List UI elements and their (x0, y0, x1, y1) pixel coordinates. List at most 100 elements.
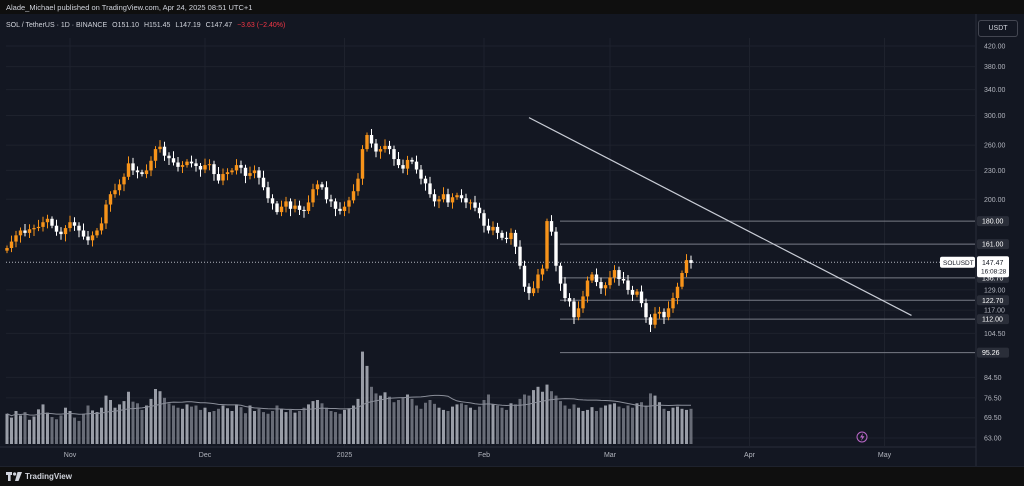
candle[interactable] (491, 221, 495, 236)
candle[interactable] (333, 198, 338, 217)
candle[interactable] (684, 254, 689, 278)
candle[interactable] (167, 152, 171, 165)
candle[interactable] (185, 159, 189, 168)
candle[interactable] (144, 164, 149, 179)
candle[interactable] (59, 227, 63, 240)
candle[interactable] (72, 217, 77, 231)
candle[interactable] (432, 189, 437, 207)
candle[interactable] (239, 160, 243, 174)
candle[interactable] (162, 141, 167, 161)
candle[interactable] (342, 201, 347, 217)
price-chart[interactable]: 420.00 380.00 340.00 300.00 260.00 230.00 200.… (0, 0, 1024, 466)
candle[interactable] (9, 235, 14, 253)
candle[interactable] (365, 132, 369, 152)
candle[interactable] (545, 218, 549, 272)
candle[interactable] (221, 168, 225, 186)
currency-button[interactable]: USDT (978, 20, 1018, 37)
candle[interactable] (531, 281, 536, 297)
candle[interactable] (527, 283, 531, 300)
candle[interactable] (554, 227, 558, 272)
candle[interactable] (32, 224, 36, 236)
candle[interactable] (315, 180, 320, 196)
candle[interactable] (446, 188, 450, 208)
candle[interactable] (68, 215, 72, 232)
candle[interactable] (275, 201, 279, 215)
candle[interactable] (482, 209, 486, 233)
candle[interactable] (657, 306, 662, 319)
candle[interactable] (41, 216, 45, 232)
candle[interactable] (248, 166, 252, 180)
candle[interactable] (509, 228, 513, 245)
candle[interactable] (356, 173, 360, 196)
candle[interactable] (117, 179, 122, 196)
candle[interactable] (198, 163, 203, 177)
candle[interactable] (108, 191, 113, 212)
candle[interactable] (590, 272, 594, 284)
candle[interactable] (441, 187, 446, 203)
candle[interactable] (662, 308, 666, 324)
candle[interactable] (405, 155, 410, 175)
candle[interactable] (27, 224, 32, 239)
candle[interactable] (549, 215, 554, 236)
candle[interactable] (680, 270, 684, 290)
candle[interactable] (45, 214, 50, 229)
candle[interactable] (113, 183, 117, 198)
candle[interactable] (383, 139, 387, 153)
candle[interactable] (558, 262, 563, 291)
candle[interactable] (288, 198, 293, 217)
candle[interactable] (63, 225, 68, 242)
trendline[interactable] (528, 117, 912, 316)
candle[interactable] (414, 155, 419, 174)
candle[interactable] (77, 222, 81, 238)
candle[interactable] (257, 166, 261, 185)
candle[interactable] (5, 245, 9, 254)
candle[interactable] (36, 219, 41, 232)
candle[interactable] (639, 285, 644, 308)
candle[interactable] (216, 167, 221, 184)
candle[interactable] (266, 181, 270, 203)
candle[interactable] (374, 139, 378, 158)
candle[interactable] (572, 297, 576, 324)
candle[interactable] (603, 282, 608, 296)
candle[interactable] (140, 169, 144, 177)
candle[interactable] (252, 165, 257, 179)
candle[interactable] (14, 230, 18, 248)
candle[interactable] (666, 301, 671, 321)
candle[interactable] (234, 159, 239, 175)
candle[interactable] (126, 156, 131, 180)
candle[interactable] (653, 307, 657, 329)
candle[interactable] (671, 292, 675, 313)
candle[interactable] (99, 217, 104, 235)
candle[interactable] (50, 216, 54, 229)
candle[interactable] (423, 175, 428, 191)
candle[interactable] (621, 271, 626, 284)
candle[interactable] (594, 268, 599, 287)
candle[interactable] (369, 129, 374, 148)
candle[interactable] (347, 196, 351, 214)
candle[interactable] (428, 176, 432, 198)
candle[interactable] (306, 195, 311, 215)
candle[interactable] (297, 200, 302, 216)
candle[interactable] (378, 146, 383, 159)
candle[interactable] (473, 195, 477, 212)
candle[interactable] (293, 199, 297, 213)
candle[interactable] (158, 140, 162, 153)
candle[interactable] (23, 223, 27, 237)
candle[interactable] (387, 140, 392, 155)
candle[interactable] (54, 219, 59, 236)
candle[interactable] (311, 183, 315, 208)
candle[interactable] (689, 255, 693, 269)
tradingview-logo[interactable]: TradingView (6, 471, 72, 482)
candle[interactable] (243, 164, 248, 184)
candle[interactable] (513, 229, 518, 254)
candle[interactable] (104, 200, 108, 230)
candle[interactable] (351, 184, 356, 204)
candle[interactable] (176, 156, 180, 172)
candle[interactable] (626, 275, 630, 295)
candle[interactable] (675, 282, 680, 305)
candle[interactable] (486, 218, 491, 234)
candle[interactable] (270, 194, 275, 210)
candle[interactable] (324, 181, 329, 204)
candle[interactable] (302, 206, 306, 218)
candle[interactable] (189, 155, 194, 168)
